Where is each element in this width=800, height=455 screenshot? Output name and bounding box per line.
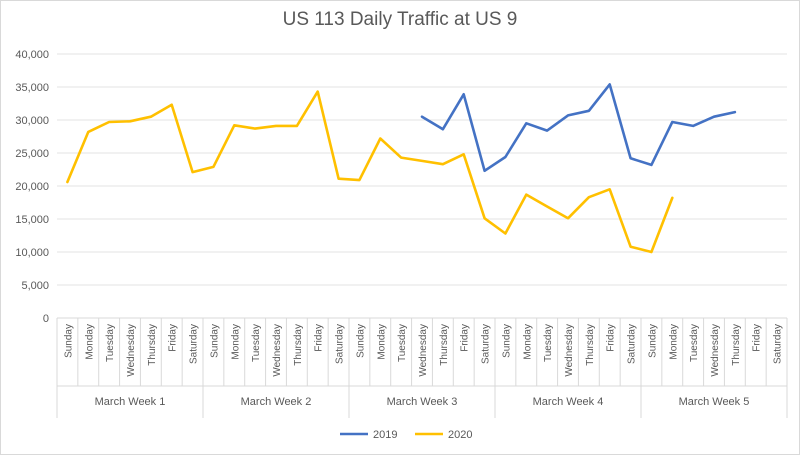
x-tick-label: Friday: [168, 324, 179, 352]
x-tick-label: Saturday: [189, 324, 200, 364]
x-tick-label: Saturday: [773, 324, 784, 364]
y-axis: 0 5,000 10,000 15,000 20,000 25,000 30,000 35,0…: [15, 49, 49, 325]
x-tick-label: Saturday: [335, 324, 346, 364]
x-tick-label: Saturday: [481, 324, 492, 364]
x-tick-label: Sunday: [647, 324, 658, 358]
x-tick-label: Tuesday: [251, 324, 262, 362]
legend-label-2019: 2019: [373, 429, 397, 441]
x-tick-label: Wednesday: [126, 324, 137, 377]
x-tick-label: Wednesday: [710, 324, 721, 377]
series-line-2019: [420, 83, 737, 173]
x-tick-label: Thursday: [147, 324, 158, 366]
gridlines: [57, 53, 787, 319]
x-tick-label: Wednesday: [272, 324, 283, 377]
x-tick-label: Monday: [84, 324, 95, 360]
x-group-label: March Week 1: [95, 396, 166, 408]
series-lines: [66, 83, 737, 254]
x-tick-label: Tuesday: [397, 324, 408, 362]
x-group-label: March Week 3: [387, 396, 458, 408]
x-tick-label: Saturday: [627, 324, 638, 364]
x-tick-label: Thursday: [731, 324, 742, 366]
y-tick-label: 20,000: [15, 181, 49, 193]
x-tick-label: Monday: [230, 324, 241, 360]
x-group-label: March Week 2: [241, 396, 312, 408]
y-tick-label: 5,000: [21, 280, 49, 292]
x-tick-label: Friday: [606, 324, 617, 352]
y-tick-label: 35,000: [15, 82, 49, 94]
y-tick-label: 10,000: [15, 247, 49, 259]
x-tick-label: Thursday: [293, 324, 304, 366]
x-axis: Sunday Monday Tuesday Wednesday Thursday Frid…: [56, 318, 788, 418]
x-tick-label: Tuesday: [689, 324, 700, 362]
x-tick-label: Monday: [376, 324, 387, 360]
x-tick-label: Wednesday: [418, 324, 429, 377]
x-tick-label: Friday: [314, 324, 325, 352]
x-tick-label: Sunday: [63, 324, 74, 358]
y-tick-label: 15,000: [15, 214, 49, 226]
chart-title: US 113 Daily Traffic at US 9: [282, 9, 518, 30]
legend-label-2020: 2020: [448, 429, 472, 441]
x-tick-label: Thursday: [439, 324, 450, 366]
legend: 2019 2020: [340, 429, 472, 441]
x-tick-label: Friday: [460, 324, 471, 352]
x-tick-label: Tuesday: [105, 324, 116, 362]
x-tick-label: Friday: [752, 324, 763, 352]
x-tick-label: Tuesday: [543, 324, 554, 362]
x-group-label: March Week 5: [679, 396, 750, 408]
x-tick-label: Sunday: [501, 324, 512, 358]
y-tick-label: 40,000: [15, 49, 49, 61]
x-tick-label: Thursday: [585, 324, 596, 366]
y-tick-label: 30,000: [15, 115, 49, 127]
x-tick-label: Monday: [522, 324, 533, 360]
y-tick-label: 25,000: [15, 148, 49, 160]
x-group-label: March Week 4: [533, 396, 604, 408]
series-line-2020: [66, 90, 674, 254]
x-tick-label: Sunday: [209, 324, 220, 358]
x-tick-label: Wednesday: [564, 324, 575, 377]
y-tick-label: 0: [43, 313, 49, 325]
x-tick-label: Monday: [668, 324, 679, 360]
x-tick-label: Sunday: [355, 324, 366, 358]
